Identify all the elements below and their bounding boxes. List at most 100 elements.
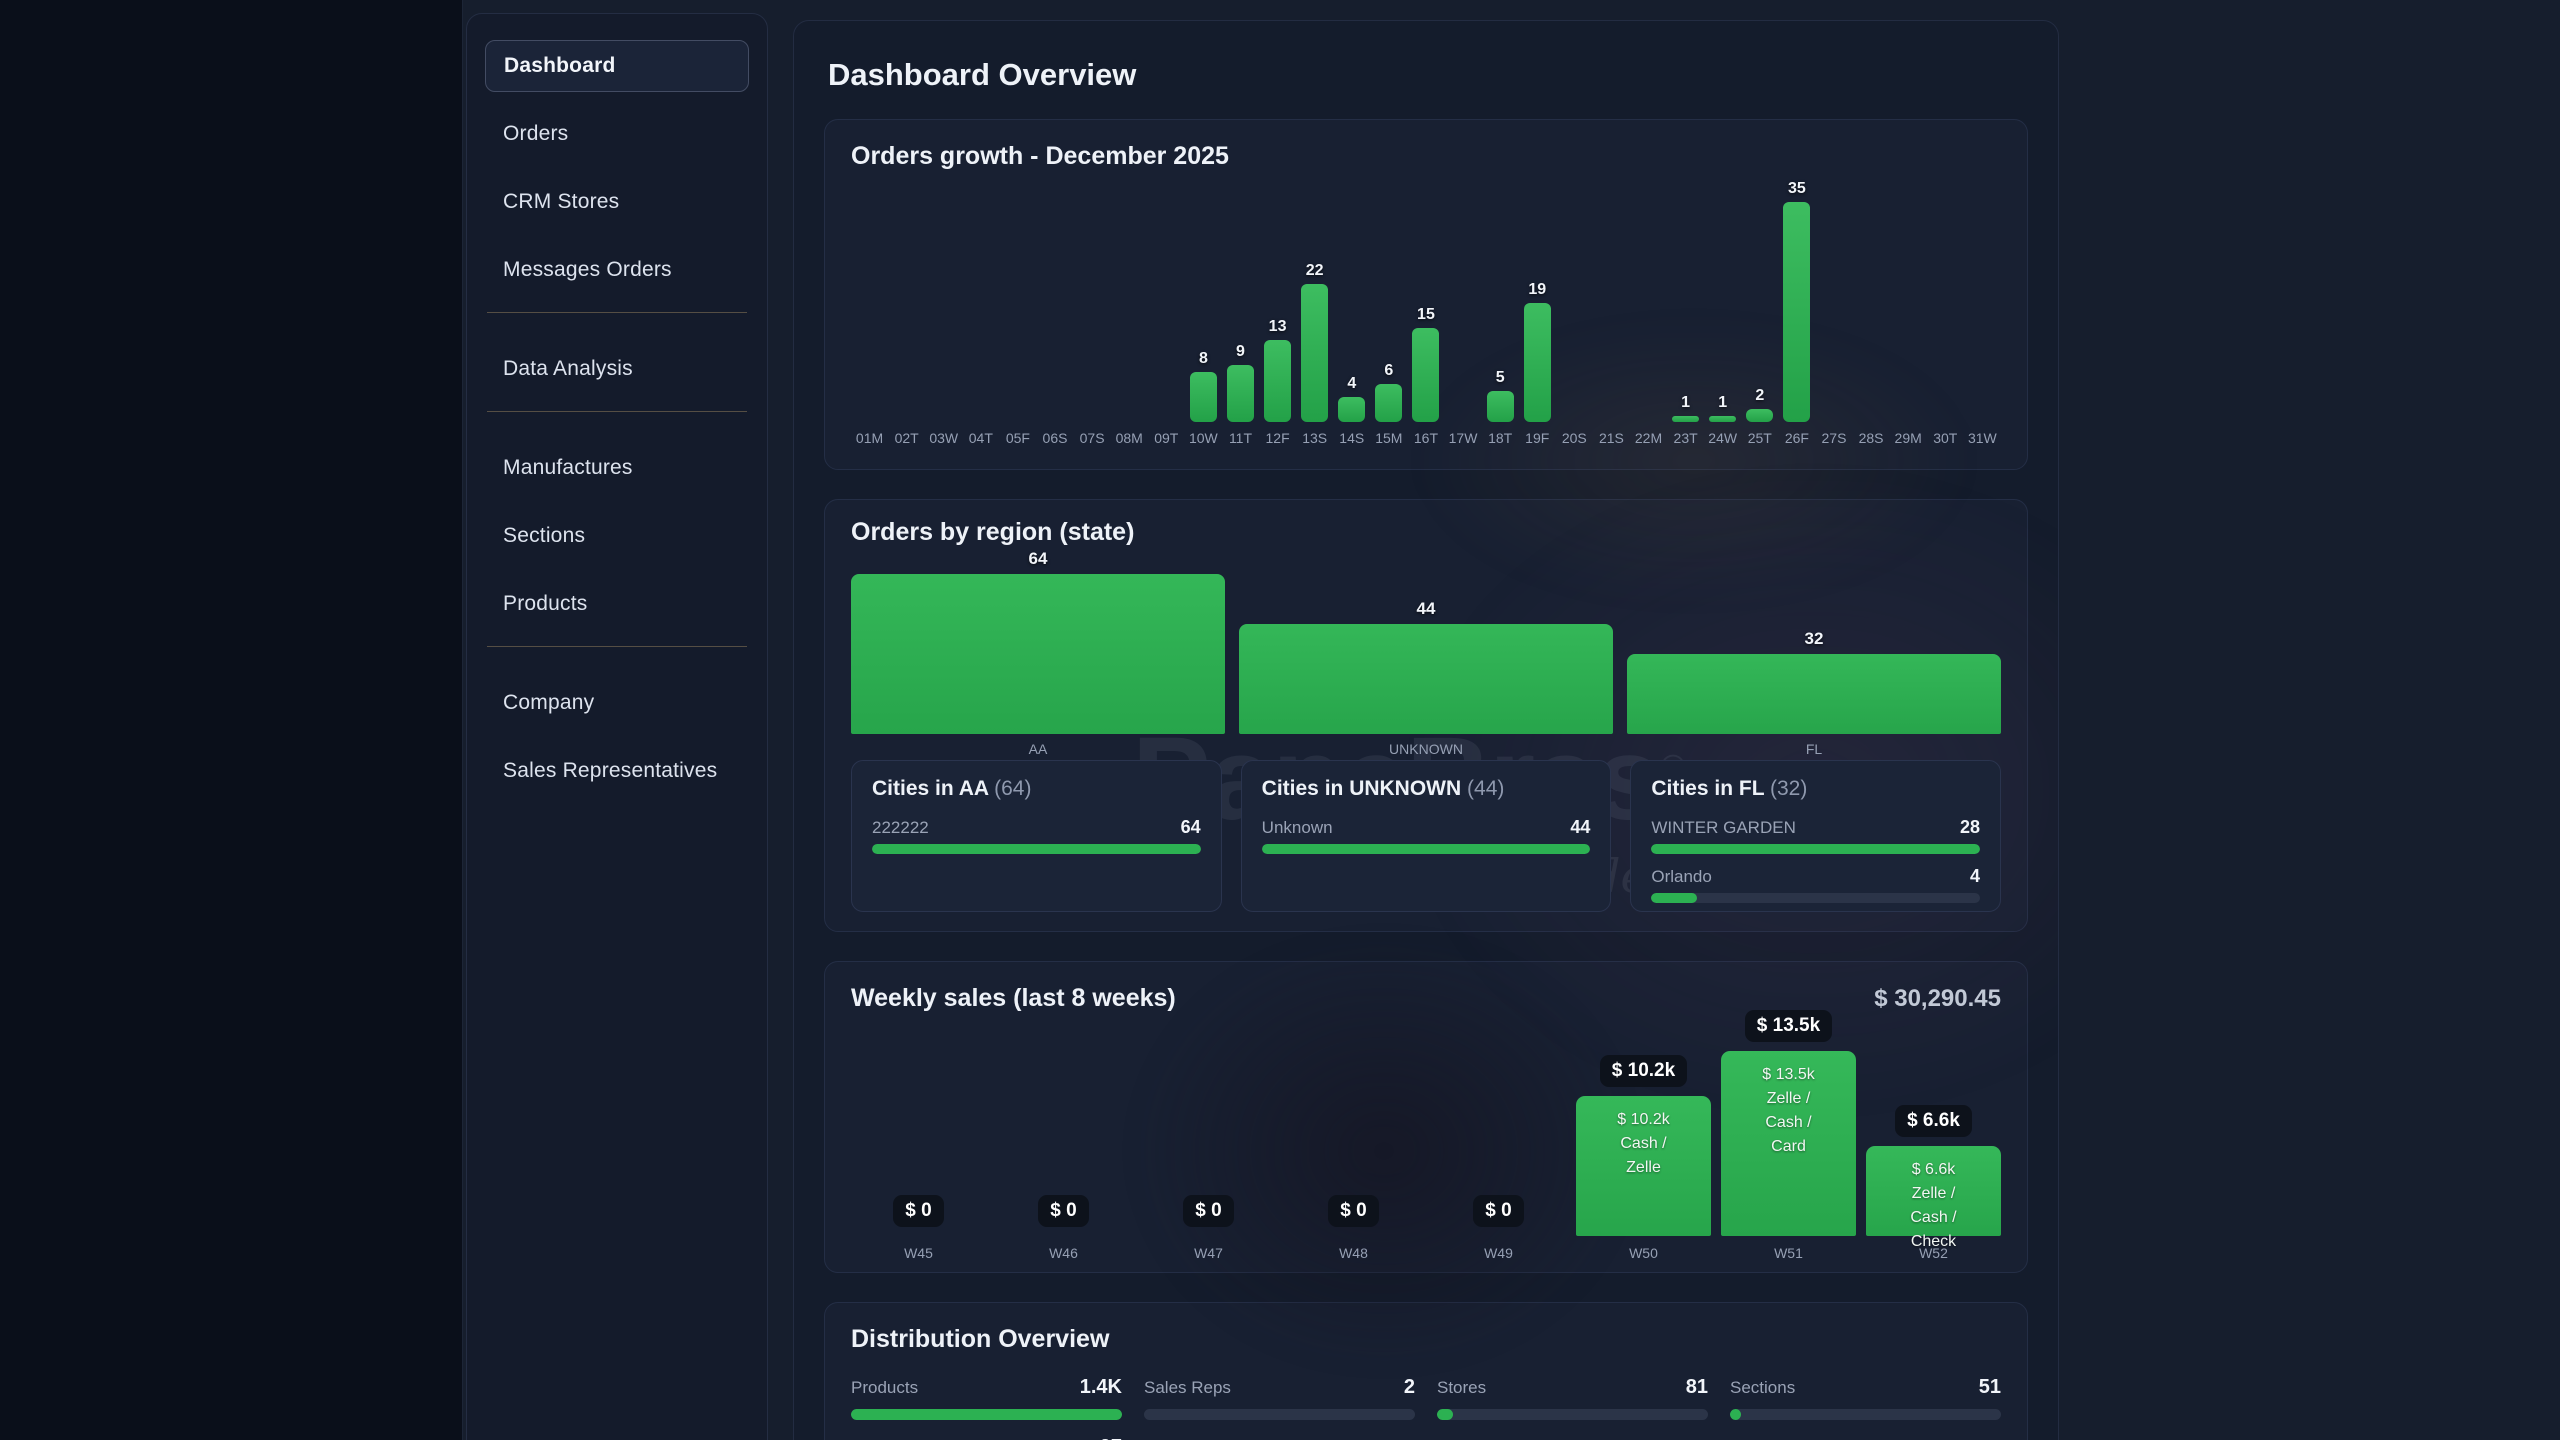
weekly-bar: $ 10.2kCash /Zelle: [1576, 1096, 1711, 1236]
city-card-count: (44): [1467, 777, 1504, 800]
city-card-title: Cities in FL (32): [1651, 777, 1980, 801]
growth-x-label: 09T: [1154, 430, 1178, 444]
distribution-progress-track: [1144, 1409, 1415, 1420]
growth-bar-group: 28S: [1853, 422, 1890, 444]
region-bar: [1627, 654, 2001, 734]
growth-bar-value: 5: [1496, 369, 1505, 387]
region-bar-value: 44: [1417, 599, 1436, 619]
sidebar-item-messages-orders[interactable]: Messages Orders: [485, 244, 749, 296]
orders-growth-title: Orders growth - December 2025: [851, 142, 2001, 171]
sidebar-item-data-analysis[interactable]: Data Analysis: [485, 343, 749, 395]
growth-x-label: 27S: [1822, 430, 1847, 444]
region-bar: [1239, 624, 1613, 734]
growth-x-label: 26F: [1785, 430, 1809, 444]
growth-bar-group: 225T: [1741, 387, 1778, 444]
growth-bar-group: 414S: [1333, 375, 1370, 444]
weekly-note-line: Zelle /: [1866, 1182, 2001, 1206]
growth-bar: [1301, 284, 1328, 422]
weekly-note-line: Zelle: [1576, 1156, 1711, 1180]
page-title: Dashboard Overview: [828, 57, 2028, 93]
growth-bar-group: 5 18T: [1482, 369, 1519, 444]
weekly-note-line: Cash /: [1576, 1132, 1711, 1156]
sidebar-item-products[interactable]: Products: [485, 578, 749, 630]
growth-bar-group: 27S: [1815, 422, 1852, 444]
city-row-header: Orlando4: [1651, 866, 1980, 887]
distribution-metric-stores: Stores81: [1437, 1376, 1708, 1420]
weekly-x-label: W46: [1049, 1245, 1078, 1259]
growth-bar-group: 1919F: [1519, 281, 1556, 444]
city-card-title: Cities in UNKNOWN (44): [1262, 777, 1591, 801]
distribution-metric-sections: Sections51: [1730, 1376, 2001, 1420]
weekly-x-label: W51: [1774, 1245, 1803, 1259]
weekly-value-badge: $ 6.6k: [1895, 1105, 1972, 1137]
growth-bar-value: 22: [1306, 262, 1324, 280]
growth-x-label: 15M: [1375, 430, 1402, 444]
distribution-metric-header: Sections51: [1730, 1376, 2001, 1399]
city-card: Cities in AA (64)22222264: [851, 760, 1222, 912]
growth-bar-value: 35: [1788, 180, 1806, 198]
weekly-note-line: Cash /: [1866, 1206, 2001, 1230]
city-progress-fill: [1651, 844, 1980, 854]
growth-x-label: 05F: [1006, 430, 1030, 444]
distribution-progress-track: [1437, 1409, 1708, 1420]
growth-bar-group: 03W: [925, 422, 962, 444]
weekly-bar-note: $ 6.6kZelle /Cash /Check: [1866, 1158, 2001, 1254]
distribution-metric-manufactures: Manufactures97: [851, 1436, 1122, 1440]
growth-x-label: 16T: [1414, 430, 1438, 444]
growth-bar-group: 09T: [1148, 422, 1185, 444]
city-cards-row: Cities in AA (64)22222264Cities in UNKNO…: [851, 760, 2001, 912]
weekly-bar-group: $ 6.6k$ 6.6kZelle /Cash /CheckW52: [1866, 1105, 2001, 1259]
distribution-progress-fill: [1730, 1409, 1741, 1420]
distribution-metric-products: Products1.4K: [851, 1376, 1122, 1420]
sidebar-item-manufactures[interactable]: Manufactures: [485, 442, 749, 494]
weekly-sales-title: Weekly sales (last 8 weeks): [851, 984, 1176, 1013]
sidebar-divider: [487, 411, 747, 412]
sidebar-item-orders[interactable]: Orders: [485, 108, 749, 160]
growth-x-label: 18T: [1488, 430, 1512, 444]
sidebar-item-sections[interactable]: Sections: [485, 510, 749, 562]
weekly-bar-note: $ 13.5kZelle /Cash /Card: [1721, 1063, 1856, 1159]
growth-bar-group: 02T: [888, 422, 925, 444]
sidebar-item-company[interactable]: Company: [485, 677, 749, 729]
city-card-title: Cities in AA (64): [872, 777, 1201, 801]
growth-bar-group: 810W: [1185, 350, 1222, 444]
sidebar: Dashboard Orders CRM Stores Messages Orders…: [466, 13, 768, 1440]
distribution-metric-label: Sections: [1730, 1378, 1795, 1398]
growth-bar-group: 615M: [1370, 362, 1407, 444]
city-row: WINTER GARDEN28: [1651, 817, 1980, 854]
growth-bar: [1190, 372, 1217, 422]
city-progress-track: [1262, 844, 1591, 854]
growth-bar-group: 05F: [999, 422, 1036, 444]
growth-bar-value: 2: [1755, 387, 1764, 405]
growth-bar-group: 31W: [1964, 422, 2001, 444]
weekly-x-label: W45: [904, 1245, 933, 1259]
growth-bar-value: 9: [1236, 343, 1245, 361]
growth-bar: [1709, 416, 1736, 422]
distribution-progress-fill: [1437, 1409, 1453, 1420]
growth-bar-group: 911T: [1222, 343, 1259, 444]
growth-bar-group: 124W: [1704, 394, 1741, 444]
orders-growth-card: Orders growth - December 2025 01M 02T03W 0…: [824, 119, 2028, 470]
city-name: WINTER GARDEN: [1651, 818, 1796, 838]
growth-bar: [1375, 384, 1402, 422]
city-name: 222222: [872, 818, 929, 838]
growth-bar: [1487, 391, 1514, 422]
weekly-bar-group: $ 0W47: [1141, 1195, 1276, 1259]
region-bar-group: 32FL: [1627, 629, 2001, 755]
growth-bar: [1672, 416, 1699, 422]
weekly-x-label: W48: [1339, 1245, 1368, 1259]
weekly-value-badge: $ 0: [1473, 1195, 1523, 1227]
city-value: 4: [1970, 866, 1980, 887]
sidebar-item-dashboard[interactable]: Dashboard: [485, 40, 749, 92]
weekly-note-line: Cash /: [1721, 1111, 1856, 1135]
growth-x-label: 21S: [1599, 430, 1624, 444]
region-bar: [851, 574, 1225, 734]
weekly-sales-total: $ 30,290.45: [1874, 985, 2001, 1013]
sidebar-item-crm-stores[interactable]: CRM Stores: [485, 176, 749, 228]
growth-bar-group: 123T: [1667, 394, 1704, 444]
weekly-bar-group: $ 0W48: [1286, 1195, 1421, 1259]
growth-bar: [1264, 340, 1291, 422]
growth-bar-group: 17W: [1445, 422, 1482, 444]
growth-x-label: 01M: [856, 430, 883, 444]
sidebar-item-sales-representatives[interactable]: Sales Representatives: [485, 745, 749, 797]
